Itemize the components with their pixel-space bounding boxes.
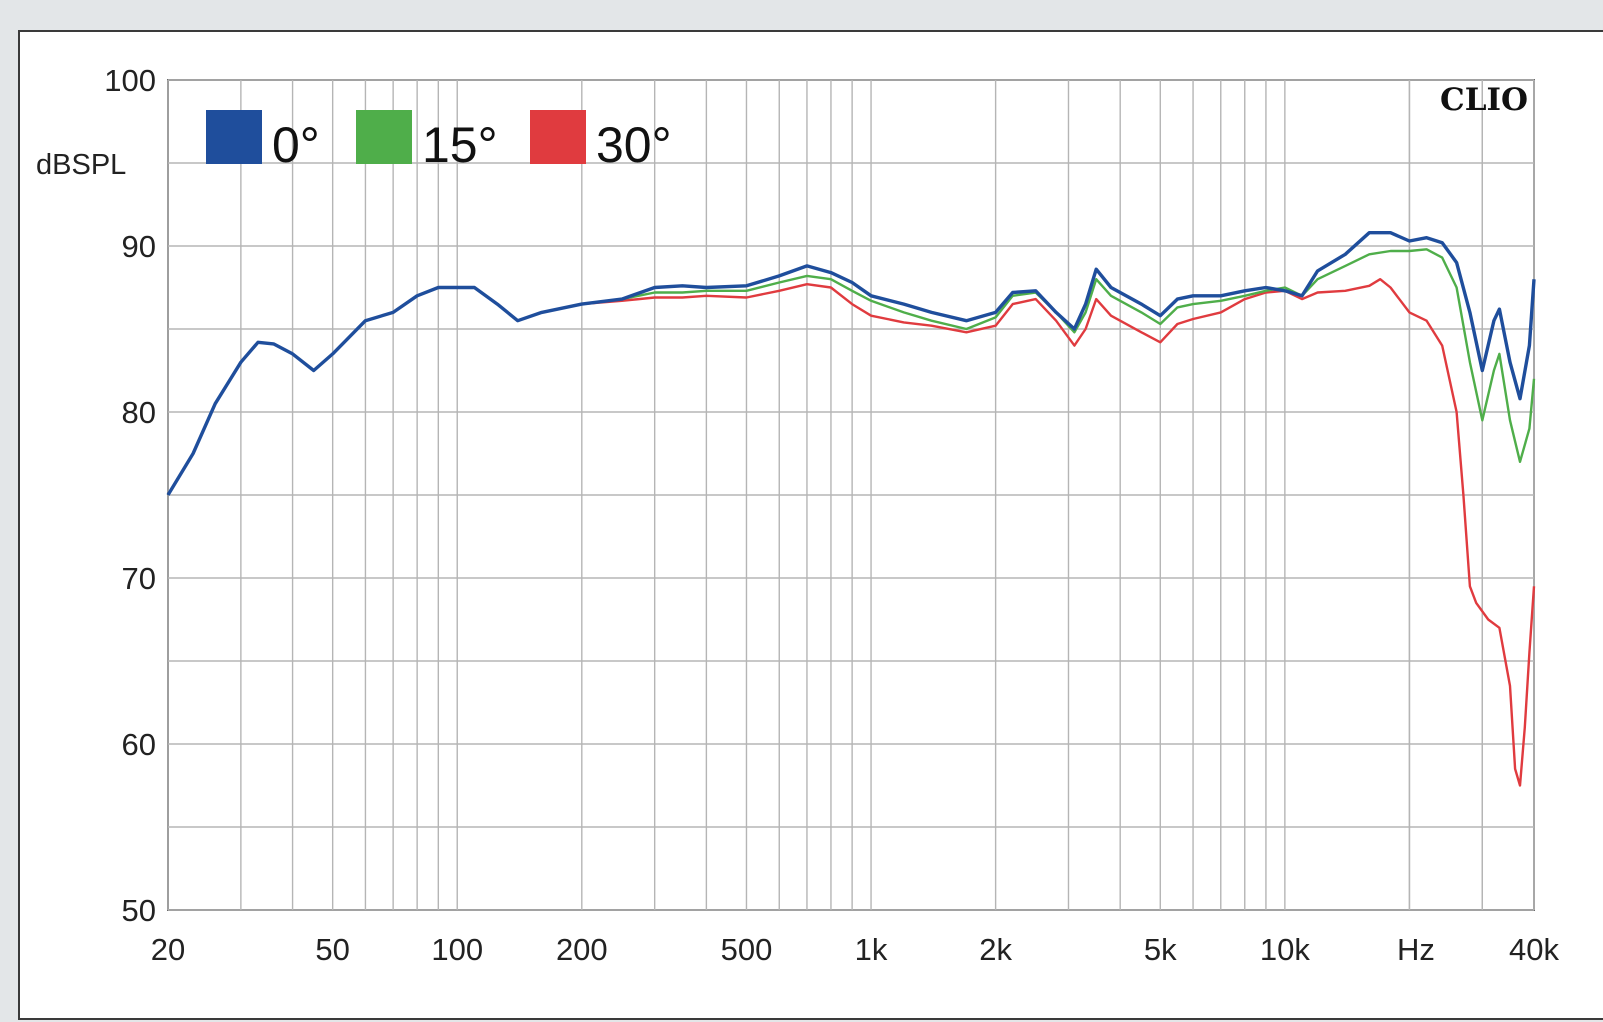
legend-swatch <box>206 110 262 164</box>
y-tick-label: 80 <box>122 395 156 430</box>
legend-swatch <box>356 110 412 164</box>
x-unit-label: Hz <box>1397 932 1435 967</box>
y-tick-label: 70 <box>122 561 156 596</box>
brand-label: CLIO <box>1440 82 1528 118</box>
legend-label: 30° <box>596 117 672 173</box>
x-tick-label: 50 <box>315 932 349 967</box>
series-line <box>166 231 1536 496</box>
x-tick-label: 10k <box>1260 932 1310 967</box>
y-axis-label: dBSPL <box>36 149 126 181</box>
y-tick-label: 90 <box>122 229 156 264</box>
chart-frame: 100 90 80 70 60 50 20 50 100 200 500 1k 2k 5k 10k 40k … <box>18 30 1603 1020</box>
y-tick-label: 100 <box>104 63 156 98</box>
x-tick-label: 200 <box>556 932 608 967</box>
x-tick-label: 40k <box>1509 932 1559 967</box>
x-tick-label: 20 <box>151 932 185 967</box>
y-tick-label: 60 <box>122 727 156 762</box>
x-tick-label: 5k <box>1144 932 1177 967</box>
x-tick-label: 1k <box>855 932 888 967</box>
x-tick-labels: 20 50 100 200 500 1k 2k 5k 10k 40k <box>151 932 1560 967</box>
legend-label: 15° <box>422 117 498 173</box>
legend-label: 0° <box>272 117 320 173</box>
legend-swatch <box>530 110 586 164</box>
y-tick-label: 50 <box>122 893 156 928</box>
x-tick-label: 100 <box>431 932 483 967</box>
x-tick-label: 500 <box>721 932 773 967</box>
x-tick-label: 2k <box>979 932 1012 967</box>
legend: 0° 15° 30° <box>206 110 672 173</box>
series-layer <box>166 231 1536 787</box>
y-tick-labels: 100 90 80 70 60 50 <box>104 63 156 928</box>
